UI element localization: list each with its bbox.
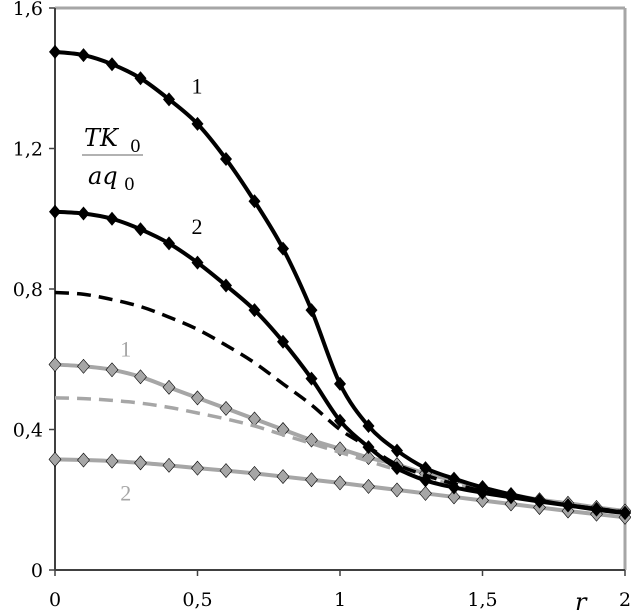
data-point-marker [248,465,261,481]
data-point-marker [447,489,461,505]
x-tick-label: 1 [334,589,346,611]
data-point-marker [134,71,147,86]
data-point-marker [305,472,318,488]
data-point-marker [248,194,261,209]
data-point-marker [362,418,375,433]
data-point-marker [619,506,631,521]
data-point-marker [191,460,204,476]
data-point-marker [305,432,318,448]
data-point-marker [77,48,90,63]
data-point-marker [362,440,375,455]
data-point-marker [106,211,118,226]
data-point-marker [305,371,318,386]
curve-label: 1 [120,337,131,362]
data-point-marker [448,480,460,495]
y-tick-label: 0,8 [13,279,43,301]
data-point-marker [391,461,403,476]
data-point-marker [105,362,119,378]
data-point-marker [391,443,403,458]
data-point-marker [562,498,574,513]
data-point-marker [505,487,517,502]
y-tick-label: 1,2 [13,139,43,161]
data-point-marker [162,457,176,473]
data-point-marker [219,400,233,416]
curve-label: 1 [192,73,203,98]
data-point-marker [334,376,346,391]
y-axis-label: TK 0 aq 0 [82,124,143,195]
data-point-marker [390,482,404,498]
data-point-marker [219,463,233,479]
data-point-marker [362,478,375,494]
x-tick-label: 0,5 [182,589,212,611]
data-point-marker [48,357,62,372]
data-point-marker [248,411,261,427]
y-label-numerator-sub: 0 [130,137,141,157]
data-point-marker [77,206,90,221]
data-point-marker [277,241,289,256]
data-point-marker [276,469,290,485]
data-point-marker [49,44,61,59]
y-label-denominator-sub: 0 [124,175,135,195]
data-point-marker [77,358,90,374]
x-tick-label: 1,5 [467,589,497,611]
y-tick-label: 0,4 [13,420,43,442]
data-point-marker [134,455,147,471]
series-gray-2 [48,451,631,525]
y-label-numerator: TK [84,124,120,152]
data-point-marker [191,390,204,406]
data-point-marker [590,502,603,517]
data-point-marker [533,493,546,508]
data-point-marker [448,471,460,486]
curve-label: 2 [192,214,203,239]
data-point-marker [48,451,62,467]
data-point-marker [106,57,118,72]
data-point-marker [248,303,261,318]
data-point-marker [476,480,489,495]
data-point-marker [77,452,90,468]
data-point-marker [191,255,204,270]
x-tick-label: 2 [619,589,631,611]
data-point-marker [163,92,175,107]
data-point-marker [277,334,289,349]
x-tick-label: 0 [49,589,61,611]
data-point-marker [49,204,61,219]
series-black-2 [49,204,631,520]
data-point-marker [105,453,119,469]
y-tick-label: 1,6 [13,0,43,20]
data-point-marker [419,473,432,488]
data-point-marker [476,492,489,508]
x-axis-label: r [575,588,588,615]
data-point-marker [134,222,147,237]
curve-label: 2 [120,481,131,506]
data-point-marker [333,441,347,457]
data-point-marker [220,278,232,293]
series-black-1 [49,44,631,521]
y-tick-label: 0 [31,560,43,582]
data-point-marker [163,236,175,251]
data-point-marker [333,475,347,491]
data-point-marker [419,461,432,476]
data-point-marker [191,116,204,131]
data-point-marker [305,303,318,318]
data-point-marker [334,413,346,428]
data-point-marker [220,152,232,167]
data-point-marker [419,485,432,501]
y-label-denominator: aq [88,162,118,190]
data-point-marker [134,369,147,385]
data-point-marker [162,379,176,395]
